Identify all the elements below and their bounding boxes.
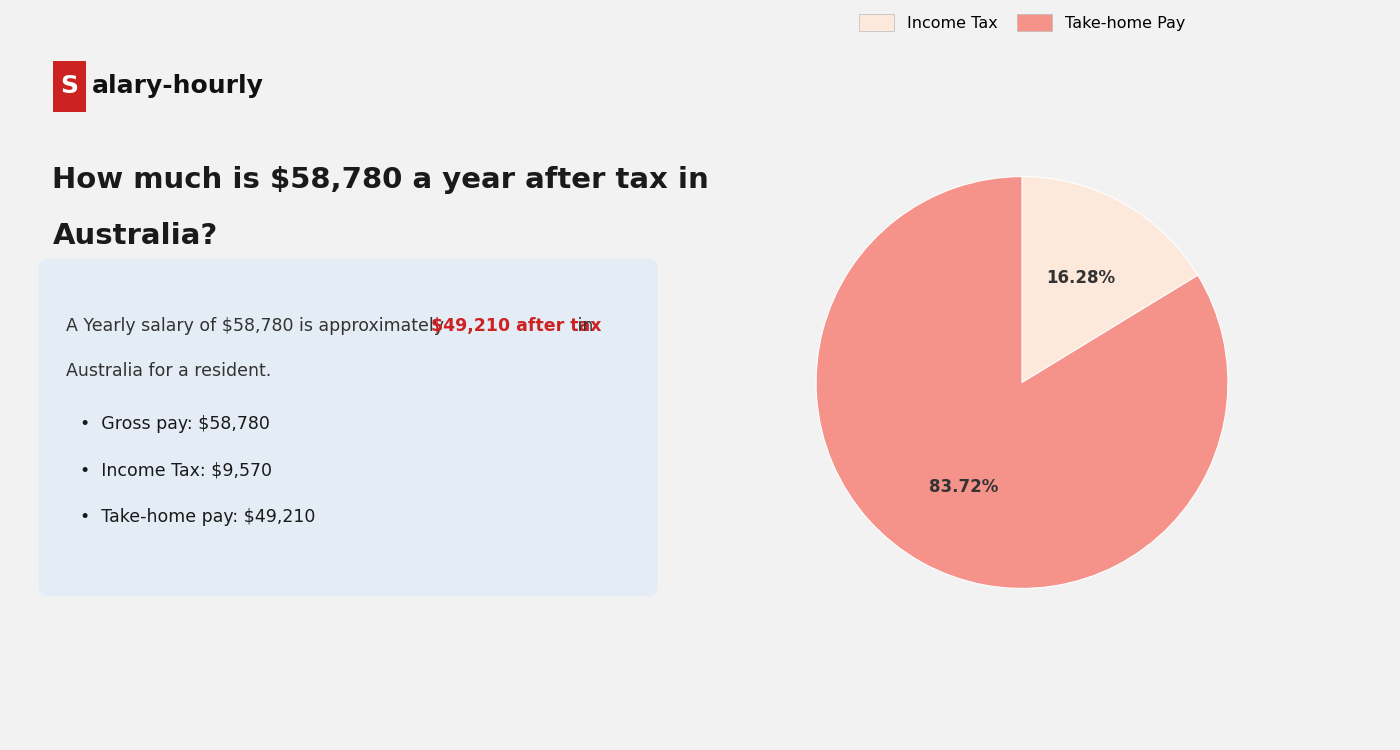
Text: 16.28%: 16.28% — [1046, 269, 1114, 287]
Text: •  Take-home pay: $49,210: • Take-home pay: $49,210 — [81, 509, 316, 526]
Wedge shape — [1022, 176, 1198, 382]
Text: alary-hourly: alary-hourly — [92, 74, 263, 98]
Legend: Income Tax, Take-home Pay: Income Tax, Take-home Pay — [853, 8, 1191, 38]
Text: How much is $58,780 a year after tax in: How much is $58,780 a year after tax in — [53, 166, 710, 194]
Text: 83.72%: 83.72% — [928, 478, 998, 496]
Text: Australia for a resident.: Australia for a resident. — [67, 362, 272, 380]
Text: •  Gross pay: $58,780: • Gross pay: $58,780 — [81, 415, 270, 433]
FancyBboxPatch shape — [53, 61, 87, 112]
Text: Australia?: Australia? — [53, 222, 218, 251]
Text: •  Income Tax: $9,570: • Income Tax: $9,570 — [81, 461, 273, 479]
Text: A Yearly salary of $58,780 is approximately: A Yearly salary of $58,780 is approximat… — [67, 317, 449, 335]
Text: S: S — [60, 74, 78, 98]
Text: in: in — [573, 317, 594, 335]
Wedge shape — [816, 176, 1228, 589]
Text: $49,210 after tax: $49,210 after tax — [431, 317, 602, 335]
FancyBboxPatch shape — [39, 259, 658, 596]
